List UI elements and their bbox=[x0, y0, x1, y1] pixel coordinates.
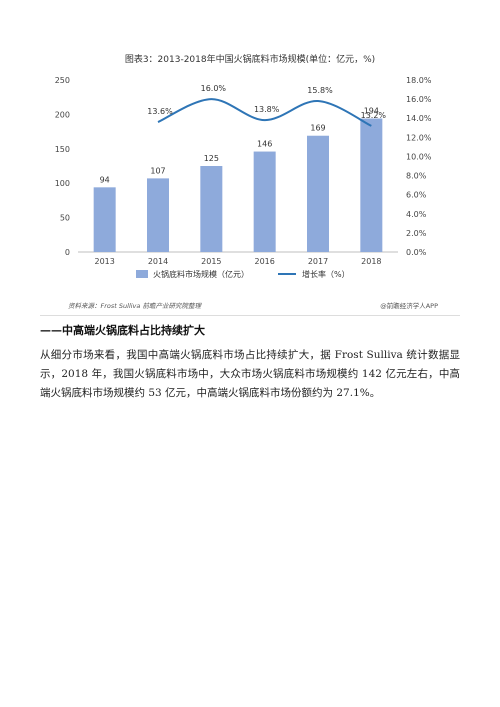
right-axis: 0.0% 2.0% 4.0% 6.0% 8.0% 10.0% 12.0% 14.0% 16.0%… bbox=[406, 76, 432, 257]
category-label: 2017 bbox=[308, 257, 328, 266]
right-tick-label: 2.0% bbox=[406, 229, 427, 238]
category-label: 2013 bbox=[94, 257, 114, 266]
category-label: 2018 bbox=[361, 257, 381, 266]
bar-value-label: 94 bbox=[100, 175, 110, 184]
body-paragraph: 从细分市场来看，我国中高端火锅底料市场占比持续扩大，据 Frost Sulliv… bbox=[40, 349, 460, 399]
bar bbox=[200, 166, 223, 252]
growth-value-label: 13.2% bbox=[361, 111, 387, 120]
chart-title: 图表3：2013-2018年中国火锅底料市场规模(单位：亿元，%) bbox=[124, 55, 376, 65]
left-tick-label: 50 bbox=[60, 214, 70, 223]
legend-line-label: 增长率（%） bbox=[302, 269, 350, 279]
bar bbox=[147, 178, 169, 252]
left-tick-label: 200 bbox=[55, 110, 70, 119]
left-tick-label: 100 bbox=[55, 179, 70, 188]
bar-value-label: 169 bbox=[310, 124, 325, 133]
bar bbox=[93, 187, 116, 252]
right-tick-label: 18.0% bbox=[406, 76, 432, 85]
growth-line-path bbox=[157, 98, 372, 127]
growth-value-label: 15.8% bbox=[307, 86, 333, 95]
right-tick-label: 0.0% bbox=[406, 248, 427, 257]
brand-note: @前瞻经济学人APP bbox=[380, 302, 438, 310]
category-label: 2014 bbox=[148, 257, 168, 266]
bar-value-label: 194 bbox=[364, 107, 379, 116]
growth-value-label: 16.0% bbox=[201, 84, 227, 93]
source-note: 资料来源：Frost Sulliva 前瞻产业研究院整理 bbox=[68, 302, 201, 310]
right-tick-label: 14.0% bbox=[406, 114, 432, 123]
legend-bar-swatch bbox=[136, 270, 148, 278]
bar-line-chart: 0 50 100 150 200 250 0.0% 2.0% 4.0% 6.0% 8.0% 10.0… bbox=[55, 76, 432, 279]
left-tick-label: 150 bbox=[55, 145, 70, 154]
left-tick-label: 250 bbox=[55, 76, 70, 85]
bar bbox=[360, 118, 383, 252]
right-tick-label: 10.0% bbox=[406, 152, 432, 161]
category-label: 2015 bbox=[201, 257, 221, 266]
section-heading: ——中高端火锅底料占比持续扩大 bbox=[40, 324, 205, 337]
bar-value-label: 107 bbox=[150, 166, 165, 175]
left-axis: 0 50 100 150 200 250 bbox=[55, 76, 398, 257]
bar-value-label: 146 bbox=[257, 140, 272, 149]
bar bbox=[307, 135, 329, 252]
growth-value-label: 13.6% bbox=[147, 107, 173, 116]
right-tick-label: 6.0% bbox=[406, 191, 427, 200]
right-tick-label: 8.0% bbox=[406, 172, 427, 181]
growth-value-label: 13.8% bbox=[254, 105, 280, 114]
category-labels: 2013 2014 2015 2016 2017 2018 bbox=[94, 257, 381, 266]
growth-line: 13.6% 16.0% 13.8% 15.8% 13.2% bbox=[147, 84, 387, 127]
divider bbox=[40, 315, 460, 316]
right-tick-label: 16.0% bbox=[406, 95, 432, 104]
right-tick-label: 4.0% bbox=[406, 210, 427, 219]
legend: 火锅底料市场规模（亿元） 增长率（%） bbox=[136, 269, 350, 279]
legend-bar-label: 火锅底料市场规模（亿元） bbox=[153, 269, 249, 279]
right-tick-label: 12.0% bbox=[406, 133, 432, 142]
category-label: 2016 bbox=[254, 257, 274, 266]
left-tick-label: 0 bbox=[65, 248, 70, 257]
bar-value-label: 125 bbox=[204, 154, 219, 163]
bars: 94 107 125 146 169 194 bbox=[93, 107, 383, 252]
bar bbox=[253, 151, 276, 252]
